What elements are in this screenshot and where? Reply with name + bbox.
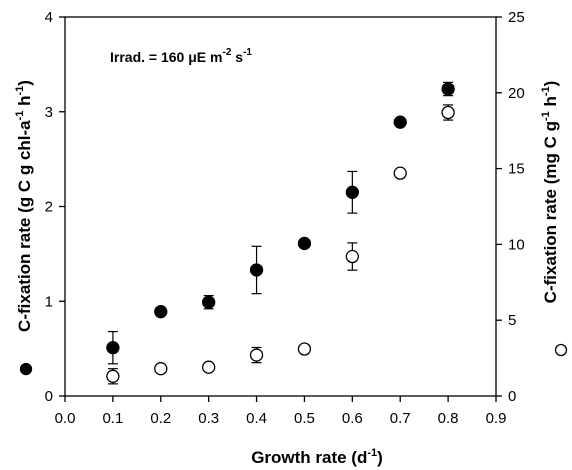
data-points [106,82,455,383]
x-tick-label: 0.0 [55,410,76,427]
y-left-tick-label: 3 [45,104,53,121]
filled-data-point [345,185,359,199]
y-left-tick-label: 2 [45,199,53,216]
y-right-axis-ticks: 0 5 10 15 20 25 [496,9,525,405]
y-left-tick-label: 0 [45,388,53,405]
legend-filled-circle-marker [19,362,33,376]
filled-data-point [154,305,168,319]
x-axis-label: Growth rate (d-1) [251,447,383,467]
y-right-tick-label: 5 [508,312,516,329]
filled-data-point [393,115,407,129]
filled-data-point [441,82,455,96]
x-axis-ticks: 0.0 0.1 0.2 0.3 0.4 0.5 0.6 0.7 0.8 0.9 [55,396,507,427]
y-left-tick-label: 4 [45,9,53,26]
y-right-tick-label: 20 [508,85,525,102]
filled-data-point [202,295,216,309]
irradiance-annotation: Irrad. = 160 μE m-2 s-1 [110,47,252,65]
y-right-axis-label: C-fixation rate (mg C g-1 h-1) [540,81,560,304]
x-tick-label: 0.5 [294,410,315,427]
open-data-point [249,348,264,362]
open-data-point [345,249,359,264]
filled-data-point [249,263,264,277]
open-data-point [297,342,312,356]
y-left-tick-label: 1 [45,293,53,310]
open-data-point [441,105,455,120]
y-right-tick-label: 15 [508,161,525,178]
x-tick-label: 0.2 [150,410,171,427]
x-tick-label: 0.7 [390,410,411,427]
filled-data-point [106,341,120,355]
open-data-point [106,369,120,383]
legend-open-circle-marker [554,343,568,357]
x-tick-label: 0.9 [486,410,507,427]
y-right-tick-label: 10 [508,236,525,253]
x-tick-label: 0.6 [342,410,363,427]
x-tick-label: 0.8 [438,410,459,427]
y-left-axis-label: C-fixation rate (g C g chl-a-1 h-1) [14,80,34,332]
open-data-point [393,166,407,180]
filled-data-point [297,236,312,251]
y-right-tick-label: 0 [508,388,516,405]
y-left-axis-ticks: 0 1 2 3 4 [45,9,65,405]
plot-border [64,16,497,397]
open-data-point [154,362,168,376]
y-right-tick-label: 25 [508,9,525,26]
x-tick-label: 0.4 [246,410,267,427]
plot-frame [64,16,497,397]
x-tick-label: 0.1 [102,410,123,427]
x-tick-label: 0.3 [198,410,219,427]
open-data-point [202,360,216,374]
